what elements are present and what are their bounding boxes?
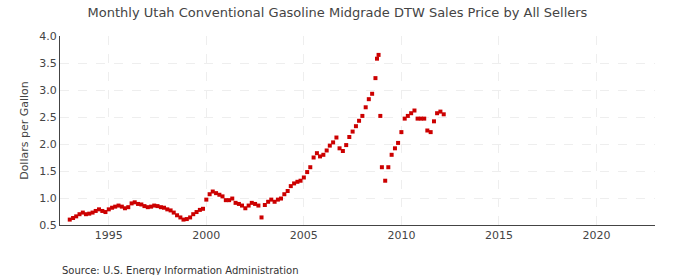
svg-text:Monthly Utah Conventional Gaso: Monthly Utah Conventional Gasoline Midgr… xyxy=(88,5,588,20)
svg-text:1.5: 1.5 xyxy=(39,165,57,178)
svg-text:2020: 2020 xyxy=(582,229,610,242)
svg-text:2010: 2010 xyxy=(387,229,415,242)
svg-text:2.5: 2.5 xyxy=(39,111,57,124)
svg-text:2005: 2005 xyxy=(290,229,318,242)
svg-text:1995: 1995 xyxy=(95,229,123,242)
svg-text:3.5: 3.5 xyxy=(39,57,57,70)
svg-text:2015: 2015 xyxy=(485,229,513,242)
svg-text:0.5: 0.5 xyxy=(39,219,57,232)
svg-text:Dollars per Gallon: Dollars per Gallon xyxy=(18,81,31,180)
svg-text:Source: U.S. Energy Informatio: Source: U.S. Energy Information Administ… xyxy=(62,265,299,275)
svg-text:4.0: 4.0 xyxy=(39,30,57,43)
svg-text:3.0: 3.0 xyxy=(39,84,57,97)
svg-text:2.0: 2.0 xyxy=(39,138,57,151)
svg-text:1.0: 1.0 xyxy=(39,192,57,205)
svg-text:2000: 2000 xyxy=(192,229,220,242)
